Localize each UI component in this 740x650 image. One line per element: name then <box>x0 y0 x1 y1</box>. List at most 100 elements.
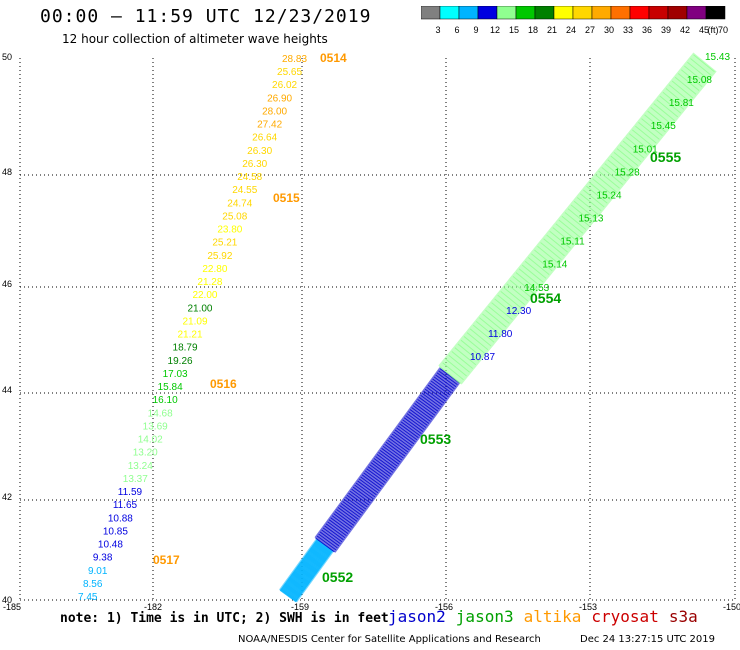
swath-cyan-hatch <box>280 589 297 602</box>
swath-lightgreen-hatch <box>576 197 599 215</box>
swath-blue-hatch <box>381 447 401 463</box>
swath-blue-hatch <box>339 505 359 520</box>
swath-lightgreen-hatch <box>503 287 526 306</box>
swath-cyan-hatch <box>287 579 304 592</box>
swath-lightgreen-hatch <box>518 268 541 287</box>
colorbar-label: 30 <box>604 25 614 35</box>
swath-blue-hatch <box>415 400 436 416</box>
swath-blue-hatch <box>397 425 418 441</box>
swath-blue-hatch <box>424 388 445 404</box>
altika-swh-label: 25.08 <box>222 211 247 222</box>
satellite-swaths <box>279 52 717 603</box>
jason3-swh-label: 11.80 <box>488 329 513 340</box>
altika-swh-label: 25.92 <box>207 251 232 262</box>
swath-blue-hatch <box>333 513 353 528</box>
swath-lightgreen-hatch <box>451 351 474 369</box>
swath-blue-hatch <box>367 466 388 481</box>
swath-lightgreen-hatch <box>631 129 654 148</box>
swath-blue-hatch <box>378 451 398 467</box>
swath-cyan-hatch <box>304 555 322 568</box>
swath-lightgreen-hatch <box>442 362 464 381</box>
colorbar-unit: (ft) <box>708 25 719 35</box>
swath-lightgreen-hatch <box>475 321 498 339</box>
swath-blue-hatch <box>412 405 433 420</box>
swath-blue-hatch <box>376 454 397 469</box>
swath-blue-hatch <box>318 533 338 549</box>
swath-blue-hatch <box>421 392 442 408</box>
swath-blue-hatch <box>403 417 424 432</box>
swath-cyan-hatch <box>293 570 311 584</box>
swath-lightgreen-hatch <box>677 73 700 91</box>
swath-lightgreen-hatch <box>497 294 519 313</box>
lon-label: -153 <box>579 602 597 612</box>
satellite-legend-altika: altika <box>523 607 582 626</box>
swath-lightgreen-hatch <box>552 227 575 245</box>
swath-blue-hatch <box>418 396 439 412</box>
swath-cyan-hatch <box>290 574 308 587</box>
swath-cyan-hatch <box>312 545 329 558</box>
swath-cyan-hatch <box>314 541 332 554</box>
swath-lightgreen-hatch <box>625 136 648 155</box>
swath-blue-hatch <box>417 398 437 414</box>
swath-lightgreen-hatch <box>680 69 703 88</box>
swath-cyan-hatch <box>284 583 301 597</box>
swath-cyan-hatch <box>279 589 297 603</box>
swath-cyan-hatch <box>296 566 314 579</box>
swath-lightgreen-hatch <box>561 215 584 234</box>
swath-blue-hatch <box>391 433 412 449</box>
jason3-swh-label: 15.13 <box>578 214 603 225</box>
swath-blue-hatch <box>349 490 370 506</box>
altika-time-label: 0516 <box>210 377 237 391</box>
lon-label: -182 <box>144 602 162 612</box>
swath-cyan-hatch <box>282 585 300 598</box>
colorbar-label: 9 <box>473 25 478 35</box>
swath-cyan-hatch <box>311 546 328 559</box>
jason3-swh-label: 15.14 <box>542 260 567 271</box>
altika-swh-label: 10.88 <box>108 513 133 524</box>
colorbar-label: 42 <box>680 25 690 35</box>
swath-cyan-hatch <box>301 560 318 573</box>
swath-lightgreen-hatch <box>537 245 559 264</box>
altika-swh-label: 11.59 <box>118 487 143 498</box>
swath-blue-hatch <box>315 537 335 553</box>
swath-lightgreen-hatch <box>543 238 565 257</box>
swath-blue-hatch <box>324 525 344 541</box>
swath-lightgreen-hatch <box>604 163 627 182</box>
lon-label: -150 <box>723 602 740 612</box>
lat-label: 42 <box>2 492 12 502</box>
swath-cyan-hatch <box>288 577 306 590</box>
swath-lightgreen-hatch <box>491 302 513 321</box>
altika-swh-label: 19.26 <box>168 356 193 367</box>
swath-blue-hatch <box>372 460 392 475</box>
lon-label: -159 <box>291 602 309 612</box>
swath-blue-hatch <box>363 472 383 488</box>
swath-blue-hatch <box>316 535 337 551</box>
swath-lightgreen-hatch <box>586 185 608 204</box>
lat-label: 48 <box>2 167 12 177</box>
swath-blue-hatch <box>433 376 454 392</box>
swath-blue-hatch <box>330 517 350 532</box>
swath-lightgreen-hatch <box>463 336 486 354</box>
altika-track-labels: 28.83 25.65 26.02 26.90 28.00 27.42 26.64 26.30… <box>78 51 347 603</box>
swath-cyan-hatch <box>289 576 306 590</box>
swath-blue-hatch <box>414 403 434 418</box>
swath-lightgreen-hatch <box>613 151 636 170</box>
swath-blue-hatch <box>430 380 451 396</box>
swath-blue-hatch <box>420 394 440 410</box>
jason3-swh-label: 15.43 <box>705 52 730 63</box>
swath-blue-hatch <box>340 502 361 518</box>
swath-blue-hatch <box>390 435 410 451</box>
lat-label: 46 <box>2 279 12 289</box>
swath-blue-hatch <box>346 494 367 510</box>
swath-lightgreen-hatch <box>509 279 532 298</box>
swath-lightgreen-hatch <box>534 249 556 268</box>
altika-swh-label: 28.00 <box>262 106 287 117</box>
swath-blue-hatch <box>382 445 403 461</box>
colorbar-label: 45 <box>699 25 709 35</box>
swath-cyan-hatch <box>297 565 314 579</box>
jason3-swh-label: 15.81 <box>669 98 694 109</box>
swath-blue-hatch <box>343 498 364 514</box>
swath-lightgreen-hatch <box>500 290 522 309</box>
altika-swh-label: 10.85 <box>103 526 128 537</box>
swath-cyan-hatch <box>281 587 299 600</box>
